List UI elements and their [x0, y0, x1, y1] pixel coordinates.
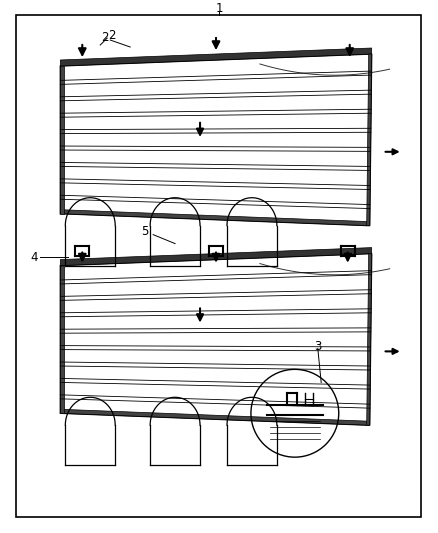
Polygon shape [367, 254, 372, 425]
Polygon shape [60, 248, 372, 265]
Text: 4: 4 [31, 251, 38, 264]
Polygon shape [60, 66, 64, 214]
Text: 3: 3 [314, 340, 321, 353]
Polygon shape [60, 265, 64, 413]
Text: 1: 1 [215, 2, 223, 14]
Polygon shape [367, 54, 372, 225]
Text: 5: 5 [141, 225, 149, 238]
Text: 2: 2 [102, 30, 109, 44]
Polygon shape [60, 409, 370, 425]
Polygon shape [60, 48, 372, 66]
Polygon shape [60, 209, 370, 225]
Text: 2: 2 [108, 29, 116, 42]
